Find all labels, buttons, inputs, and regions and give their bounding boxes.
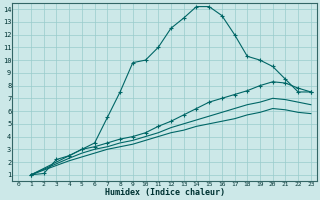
X-axis label: Humidex (Indice chaleur): Humidex (Indice chaleur) <box>105 188 225 197</box>
